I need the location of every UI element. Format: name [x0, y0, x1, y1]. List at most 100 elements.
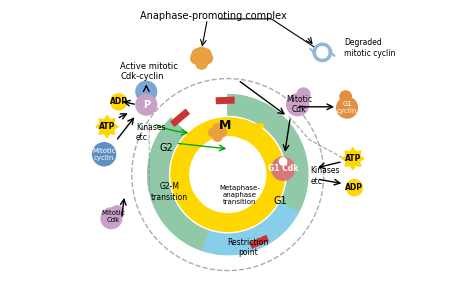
Wedge shape: [240, 96, 247, 118]
Wedge shape: [190, 226, 202, 246]
Wedge shape: [283, 149, 305, 158]
Wedge shape: [266, 115, 283, 132]
Wedge shape: [263, 111, 279, 130]
Text: ADP: ADP: [110, 97, 128, 106]
Wedge shape: [249, 100, 260, 121]
Wedge shape: [267, 217, 283, 234]
Wedge shape: [148, 170, 170, 173]
Wedge shape: [198, 228, 208, 250]
Circle shape: [192, 48, 204, 61]
Circle shape: [195, 57, 208, 70]
Wedge shape: [269, 119, 287, 135]
Wedge shape: [234, 95, 239, 117]
Wedge shape: [286, 165, 307, 170]
Wedge shape: [179, 221, 193, 239]
Wedge shape: [218, 233, 222, 254]
Text: G1
cyclin: G1 cyclin: [337, 101, 357, 114]
Wedge shape: [268, 216, 284, 233]
Wedge shape: [148, 164, 170, 169]
Polygon shape: [171, 118, 285, 231]
Wedge shape: [236, 232, 241, 254]
Wedge shape: [286, 173, 308, 176]
Wedge shape: [273, 210, 291, 225]
Wedge shape: [251, 228, 261, 248]
Wedge shape: [271, 212, 289, 228]
Wedge shape: [150, 154, 172, 161]
Circle shape: [169, 116, 286, 233]
Circle shape: [100, 207, 123, 229]
Wedge shape: [275, 207, 294, 221]
Wedge shape: [285, 184, 307, 190]
Wedge shape: [254, 226, 266, 246]
Wedge shape: [209, 231, 215, 253]
Wedge shape: [247, 229, 256, 250]
Wedge shape: [241, 231, 248, 252]
Wedge shape: [212, 232, 218, 253]
Text: M: M: [219, 119, 231, 132]
Wedge shape: [257, 105, 270, 125]
Wedge shape: [155, 138, 176, 150]
Wedge shape: [232, 95, 236, 117]
Wedge shape: [271, 121, 289, 137]
Text: G2: G2: [160, 143, 174, 153]
Wedge shape: [279, 201, 299, 213]
Wedge shape: [283, 152, 305, 160]
Wedge shape: [230, 233, 233, 255]
Wedge shape: [148, 167, 170, 171]
Wedge shape: [281, 196, 302, 206]
Wedge shape: [207, 231, 214, 252]
Wedge shape: [266, 218, 282, 235]
Wedge shape: [280, 141, 302, 152]
Wedge shape: [265, 219, 280, 236]
Wedge shape: [283, 190, 305, 198]
Wedge shape: [230, 95, 233, 116]
Wedge shape: [263, 220, 277, 239]
Wedge shape: [163, 209, 182, 224]
Wedge shape: [149, 159, 171, 165]
Wedge shape: [216, 232, 221, 254]
Wedge shape: [195, 228, 206, 249]
Text: Metaphase-
anaphase
transition: Metaphase- anaphase transition: [219, 185, 260, 205]
Wedge shape: [244, 230, 252, 251]
Wedge shape: [284, 154, 306, 162]
Wedge shape: [286, 171, 308, 174]
Wedge shape: [262, 221, 276, 240]
Text: ATP: ATP: [99, 122, 115, 131]
Text: G1 Cdk: G1 Cdk: [268, 164, 298, 173]
Wedge shape: [164, 124, 183, 139]
Wedge shape: [148, 177, 170, 181]
Wedge shape: [281, 144, 303, 154]
Wedge shape: [153, 143, 174, 154]
Wedge shape: [193, 227, 204, 248]
Polygon shape: [96, 116, 118, 138]
Wedge shape: [203, 230, 211, 251]
Text: Kinases
etc.: Kinases etc.: [136, 123, 166, 142]
Wedge shape: [175, 218, 191, 236]
Circle shape: [194, 51, 209, 65]
Circle shape: [135, 81, 158, 103]
Wedge shape: [158, 202, 177, 215]
Wedge shape: [214, 232, 219, 254]
Circle shape: [212, 132, 223, 142]
Wedge shape: [238, 96, 244, 118]
Wedge shape: [274, 208, 293, 222]
Wedge shape: [268, 117, 285, 134]
Text: ADP: ADP: [345, 183, 363, 192]
Wedge shape: [253, 226, 264, 246]
Circle shape: [190, 52, 203, 65]
Wedge shape: [284, 188, 306, 196]
Wedge shape: [243, 230, 250, 252]
Circle shape: [212, 127, 223, 138]
Text: Mitotic
Cdk: Mitotic Cdk: [101, 210, 125, 223]
Wedge shape: [286, 180, 307, 184]
Wedge shape: [165, 211, 184, 226]
Circle shape: [195, 47, 208, 59]
Text: Mitotic
cyclin: Mitotic cyclin: [92, 148, 116, 161]
Wedge shape: [261, 222, 274, 241]
Wedge shape: [210, 231, 217, 253]
Polygon shape: [342, 148, 364, 170]
Wedge shape: [242, 97, 250, 119]
Wedge shape: [282, 146, 304, 156]
Wedge shape: [185, 224, 199, 244]
Text: G1: G1: [273, 196, 287, 206]
